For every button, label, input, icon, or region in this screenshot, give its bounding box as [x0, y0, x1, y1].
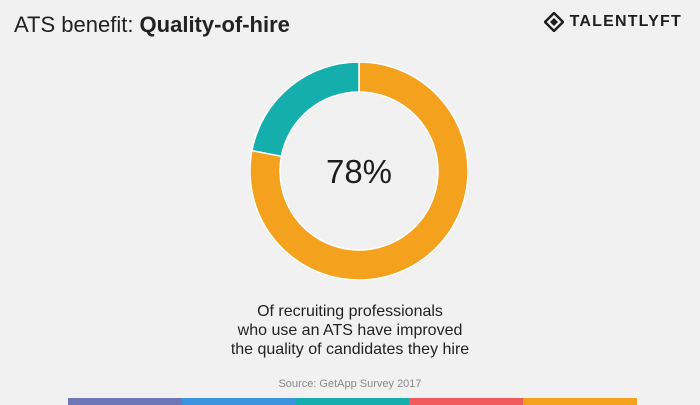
color-bar-segment-2: [181, 398, 296, 405]
donut-chart-svg: 78%: [250, 62, 468, 280]
source-note: Source: GetApp Survey 2017: [278, 378, 422, 390]
title-strong: Quality-of-hire: [139, 12, 290, 37]
caption: Of recruiting professionals who use an A…: [0, 302, 700, 359]
caption-line-1: Of recruiting professionals: [257, 303, 443, 320]
donut-slice-1: [250, 62, 468, 280]
donut-slice-2: [251, 62, 360, 158]
slice-layer: [250, 62, 468, 280]
title-prefix: ATS benefit:: [14, 12, 140, 37]
color-bar-segment-1: [68, 398, 182, 405]
donut-chart: 78%: [250, 62, 468, 280]
center-percentage: 78%: [326, 153, 392, 190]
color-bar-segment-5: [523, 398, 637, 405]
bottom-color-bar: [68, 398, 637, 405]
color-bar-segment-4: [409, 398, 524, 405]
brand-logo: TALENTLYFT: [543, 12, 682, 32]
caption-line-3: the quality of candidates they hire: [230, 341, 470, 358]
brand-name: TALENTLYFT: [569, 13, 682, 30]
caption-line-2: who use an ATS have improved: [237, 322, 463, 339]
page-title: ATS benefit: Quality-of-hire: [14, 12, 290, 38]
diamond-logo-icon: [543, 12, 564, 32]
color-bar-segment-3: [295, 398, 410, 405]
